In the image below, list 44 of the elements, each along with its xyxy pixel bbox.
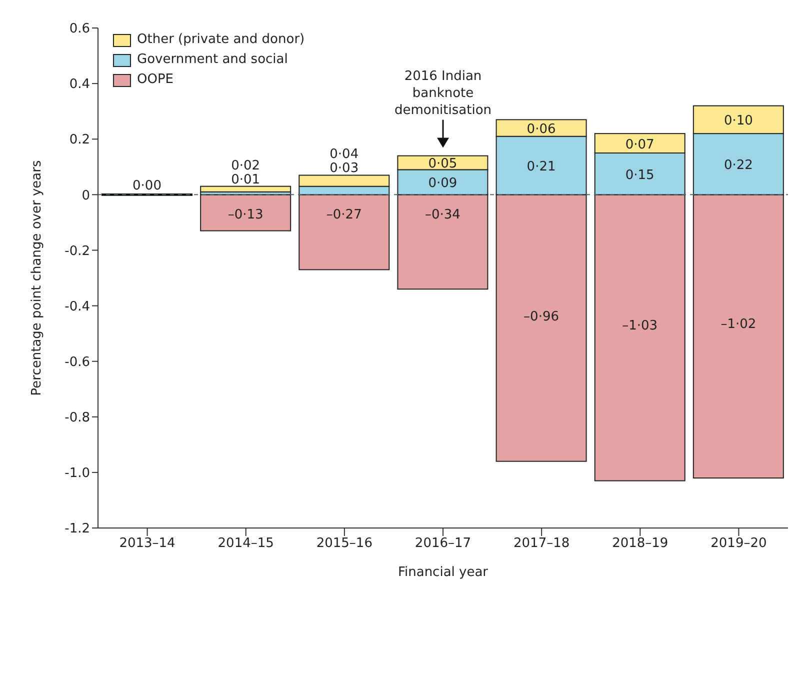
data-label: 0·03 <box>330 161 359 176</box>
y-tick-label: -0.6 <box>64 354 90 370</box>
data-label: 0·10 <box>724 114 753 129</box>
data-label: 0·00 <box>132 178 162 194</box>
data-label: 0·05 <box>428 156 458 172</box>
data-label: 0·09 <box>428 176 458 192</box>
data-label: –1·03 <box>622 318 658 334</box>
data-label: 0·02 <box>231 158 260 174</box>
data-label: –0·27 <box>326 208 362 223</box>
x-tick-label: 2015–16 <box>316 536 372 552</box>
data-label: 0·07 <box>625 137 654 152</box>
x-tick-label: 2019–20 <box>710 536 767 552</box>
data-label: –0·34 <box>424 208 460 223</box>
data-label: –1·02 <box>720 317 756 332</box>
y-tick-label: -0.2 <box>64 244 90 259</box>
data-label: 0·15 <box>625 168 654 183</box>
legend-label: OOPE <box>137 72 174 87</box>
data-label: –0·96 <box>524 310 560 325</box>
data-label: 0·06 <box>526 122 556 137</box>
data-label: 0·21 <box>526 160 556 174</box>
data-label: 0·04 <box>330 147 359 162</box>
y-tick-label: -1.2 <box>64 522 90 537</box>
bar <box>200 194 292 232</box>
y-tick-label: 0.6 <box>69 22 90 37</box>
x-axis-title: Financial year <box>398 565 489 580</box>
x-tick-label: 2014–15 <box>218 536 274 552</box>
y-tick-label: 0.2 <box>69 132 90 148</box>
y-tick-label: 0.4 <box>69 77 90 92</box>
data-label: 0·01 <box>231 172 260 188</box>
y-tick-label: 0 <box>82 188 90 204</box>
legend-label: Government and social <box>136 51 289 69</box>
y-tick-label: -0.4 <box>64 299 90 314</box>
y-tick-label: -0.8 <box>64 410 90 426</box>
x-tick-label: 2017–18 <box>514 536 570 552</box>
legend-label: Other (private and donor) <box>136 31 306 49</box>
x-tick-label: 2016–17 <box>414 536 472 552</box>
bar <box>200 186 292 192</box>
x-tick-label: 2013–14 <box>119 536 176 552</box>
annotation: 2016 Indian banknote demonitisation <box>394 68 492 118</box>
y-axis-title: Percentage point change over years <box>30 160 45 396</box>
y-tick-label: -1.0 <box>64 466 90 482</box>
x-tick-label: 2018–19 <box>612 536 668 552</box>
data-label: –0·13 <box>228 208 264 223</box>
data-label: 0·22 <box>724 158 753 174</box>
